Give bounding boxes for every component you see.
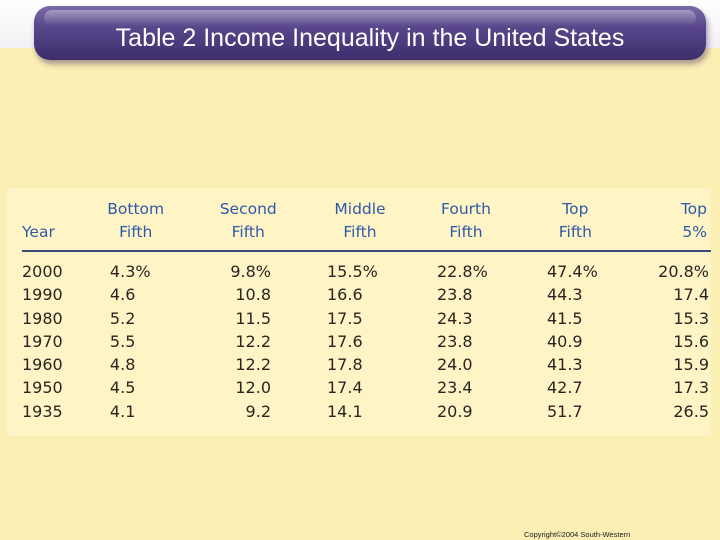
column-header-line1: Top — [562, 200, 589, 218]
share-cell: 17.6 — [327, 331, 363, 351]
column-header-line1: Fourth — [441, 200, 491, 218]
table-row: 2000 4.3% 9.8% 15.5% 22.8% 47.4% 20.8% — [22, 251, 711, 283]
share-cell: 15.5% — [327, 262, 378, 281]
column-header-line1: Second — [219, 200, 277, 218]
share-cell: 41.5 — [546, 308, 583, 328]
column-header: Top 5% — [629, 198, 711, 252]
table-row: 1980 5.2 11.5 17.5 24.3 41.5 15.3 — [22, 307, 711, 330]
share-cell: 12.2 — [235, 331, 271, 351]
share-cell: 24.3 — [436, 308, 473, 328]
share-cell: 23.8 — [436, 285, 473, 305]
share-cell: 17.3 — [673, 378, 709, 398]
table-row: 1960 4.8 12.2 17.8 24.0 41.3 15.9 — [22, 353, 711, 376]
share-cell: 12.2 — [235, 355, 271, 375]
column-header-line2: 5% — [682, 223, 707, 241]
year-cell: 2000 — [22, 262, 63, 281]
share-cell: 10.8 — [235, 285, 271, 305]
income-inequality-table: Year Bottom Fifth Second Fifth Middle Fifth Fou… — [22, 198, 711, 423]
column-header-line1: Middle — [334, 200, 386, 218]
share-cell: 17.5 — [327, 308, 363, 328]
share-cell: 42.7 — [546, 378, 583, 398]
year-cell: 1950 — [22, 378, 63, 398]
share-cell: 20.8% — [658, 262, 709, 281]
share-cell: 23.4 — [436, 378, 473, 398]
year-cell: 1970 — [22, 331, 63, 351]
year-cell: 1980 — [22, 308, 63, 328]
column-header: Year — [22, 198, 84, 252]
share-cell: 22.8% — [436, 262, 488, 281]
column-header-line2: Fifth — [558, 223, 592, 241]
column-header-line1: Bottom — [107, 200, 165, 218]
table-row: 1970 5.5 12.2 17.6 23.8 40.9 15.6 — [22, 330, 711, 353]
share-cell: 15.9 — [673, 355, 709, 375]
share-cell: 17.4 — [673, 285, 709, 305]
column-header: Middle Fifth — [309, 198, 411, 252]
column-header: Second Fifth — [187, 198, 309, 252]
share-cell: 4.8 — [109, 355, 136, 375]
column-header-line2: Year — [22, 223, 55, 241]
share-cell: 23.8 — [436, 331, 473, 351]
share-cell: 9.8% — [230, 262, 271, 281]
share-cell: 9.2 — [245, 401, 271, 421]
table-header-row: Year Bottom Fifth Second Fifth Middle Fifth Fou… — [22, 198, 711, 252]
year-cell: 1935 — [22, 401, 63, 421]
share-cell: 51.7 — [546, 401, 583, 421]
column-header: Bottom Fifth — [83, 198, 188, 252]
table-row: 1950 4.5 12.0 17.4 23.4 42.7 17.3 — [22, 376, 711, 399]
column-header-line2: Fifth — [343, 223, 377, 241]
column-header-line1: Top — [680, 200, 707, 218]
share-cell: 4.3% — [109, 262, 151, 281]
share-cell: 17.8 — [327, 355, 363, 375]
column-header-line2: Fifth — [119, 223, 153, 241]
share-cell: 41.3 — [546, 355, 583, 375]
share-cell: 5.5 — [109, 331, 136, 351]
title-bar: Table 2 Income Inequality in the United … — [34, 6, 706, 60]
copyright-notice: Copyright©2004 South-Western — [524, 530, 631, 539]
slide-title: Table 2 Income Inequality in the United … — [115, 24, 625, 52]
share-cell: 47.4% — [546, 262, 598, 281]
table-row: 1990 4.6 10.8 16.6 23.8 44.3 17.4 — [22, 283, 711, 306]
share-cell: 24.0 — [436, 355, 473, 375]
share-cell: 15.3 — [673, 308, 709, 328]
share-cell: 4.5 — [109, 378, 136, 398]
share-cell: 4.1 — [109, 401, 136, 421]
column-header: Top Fifth — [520, 198, 630, 252]
table-row: 1935 4.1 9.2 14.1 20.9 51.7 26.5 — [22, 400, 711, 423]
share-cell: 11.5 — [235, 308, 271, 328]
share-cell: 44.3 — [546, 285, 583, 305]
share-cell: 16.6 — [327, 285, 363, 305]
column-header-line1 — [22, 198, 84, 221]
share-cell: 26.5 — [673, 401, 709, 421]
year-cell: 1960 — [22, 355, 63, 375]
column-header: Fourth Fifth — [410, 198, 521, 252]
table-body: 2000 4.3% 9.8% 15.5% 22.8% 47.4% 20.8% 1990 4.6 1… — [22, 251, 711, 423]
share-cell: 40.9 — [546, 331, 583, 351]
share-cell: 5.2 — [109, 308, 136, 328]
table-panel: Year Bottom Fifth Second Fifth Middle Fifth Fou… — [7, 188, 711, 436]
year-cell: 1990 — [22, 285, 63, 305]
column-header-line2: Fifth — [231, 223, 265, 241]
share-cell: 20.9 — [436, 401, 473, 421]
share-cell: 17.4 — [327, 378, 363, 398]
share-cell: 12.0 — [235, 378, 271, 398]
share-cell: 4.6 — [109, 285, 136, 305]
share-cell: 15.6 — [673, 331, 709, 351]
column-header-line2: Fifth — [449, 223, 483, 241]
share-cell: 14.1 — [327, 401, 363, 421]
